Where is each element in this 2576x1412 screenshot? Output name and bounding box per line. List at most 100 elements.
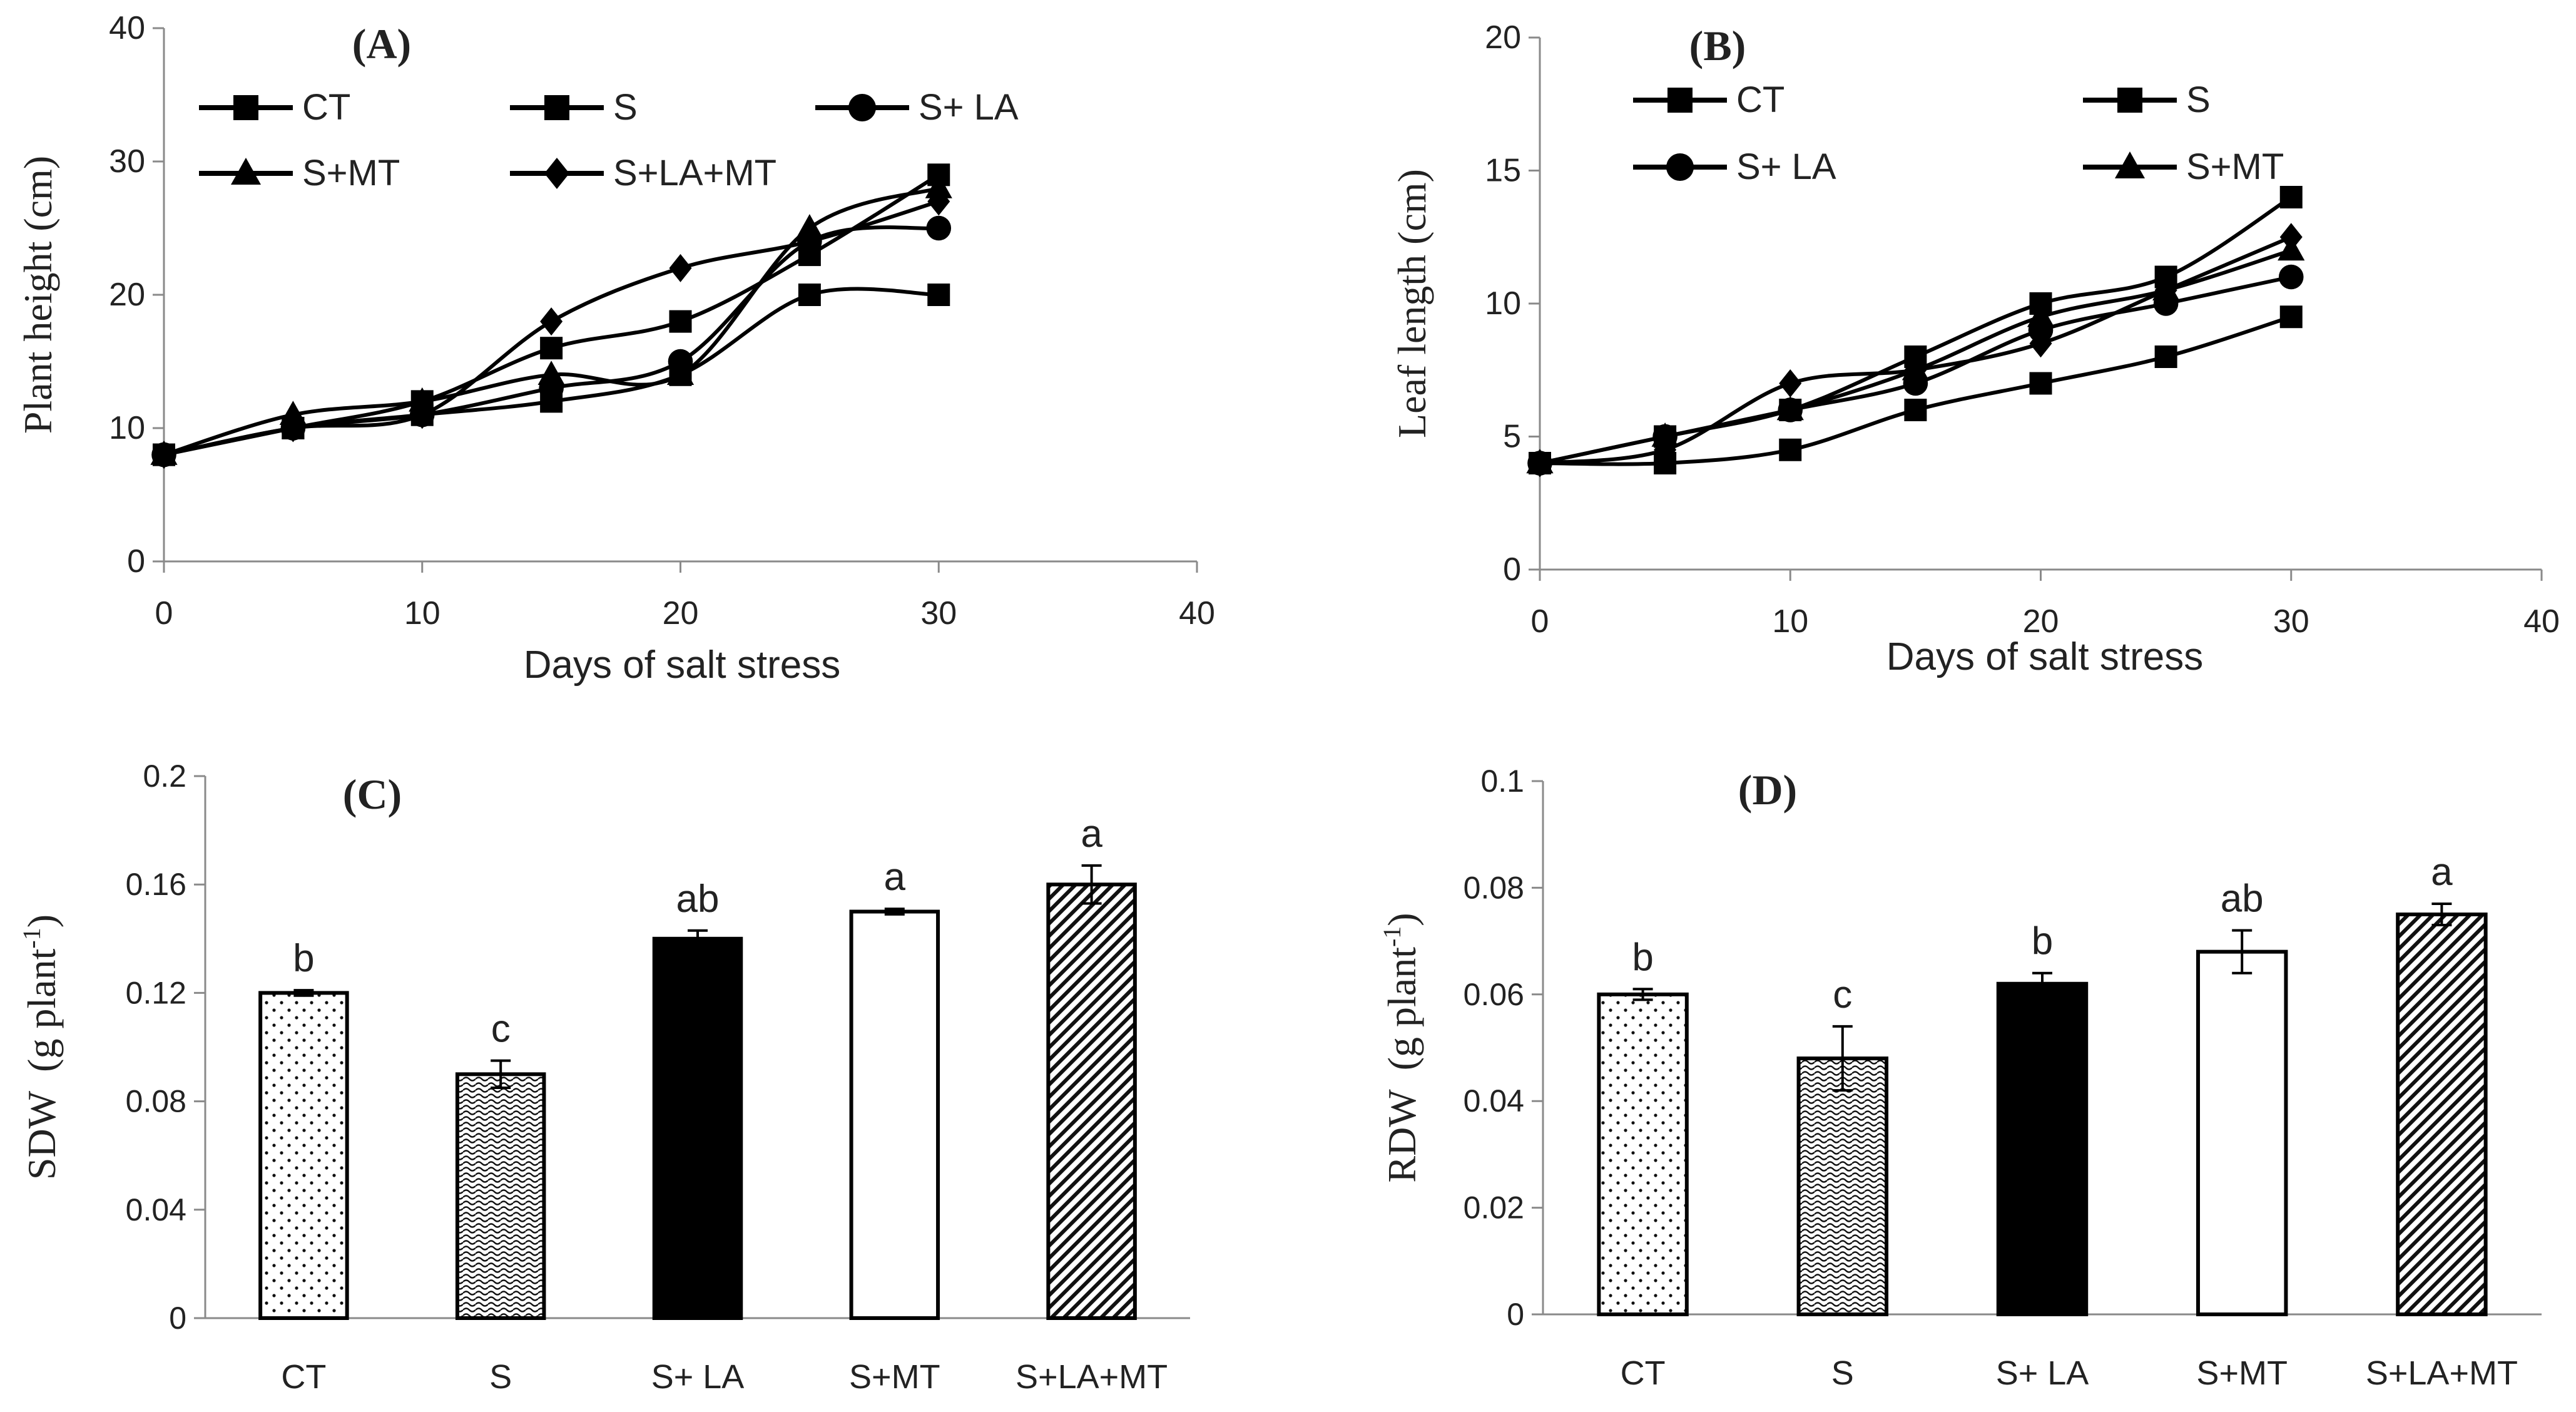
data-point <box>666 361 695 385</box>
data-point <box>153 441 175 469</box>
legend-label: S+MT <box>2186 146 2284 187</box>
bar <box>1996 981 2089 1316</box>
y-tick-label: 0.04 <box>126 1192 186 1227</box>
data-point <box>1779 369 1802 397</box>
x-tick-label: 40 <box>1179 595 1215 632</box>
y-tick-label: 0.04 <box>1464 1083 1524 1118</box>
y-tick-label: 0 <box>1507 1297 1524 1332</box>
x-tick-label: 0 <box>1531 603 1549 640</box>
y-tick-label: 0 <box>169 1301 186 1336</box>
y-axis-title: Leaf length (cm) <box>1390 169 1434 438</box>
legend-entry: S <box>2083 79 2211 120</box>
data-point <box>410 401 434 429</box>
y-axis-title-close: ) <box>1380 913 1424 926</box>
bar <box>849 909 940 1320</box>
y-axis-title-unit: (g plant <box>1380 947 1424 1071</box>
data-point <box>927 284 950 306</box>
data-point <box>1904 399 1927 421</box>
y-tick-label: 20 <box>109 277 145 313</box>
legend-entry: S+MT <box>2083 146 2284 187</box>
significance-letter: ab <box>676 877 720 921</box>
bar <box>2196 949 2288 1316</box>
y-axis-title: RDW (g plant-1) <box>1378 913 1424 1182</box>
x-tick-label: S <box>489 1358 512 1396</box>
bar <box>258 991 349 1320</box>
y-tick-label: 0 <box>1503 551 1521 588</box>
y-tick-label: 0.2 <box>143 759 186 794</box>
chart-panel-a: 0 10 20 30 40 0 10 20 30 40 Days of salt stress Pla… <box>16 10 1215 687</box>
data-point <box>409 387 436 412</box>
y-axis-title-main: SDW <box>19 1090 64 1180</box>
panel-label: (A) <box>352 20 411 68</box>
x-tick-label: 20 <box>663 595 699 632</box>
significance-letter: a <box>884 856 906 899</box>
chart-panel-d: 0 0.02 0.04 0.06 0.08 0.1 b CT c Sb S+ LA ab S+MT a S+… <box>1378 764 2542 1392</box>
data-point <box>2154 345 2177 368</box>
y-axis-title-sup: -1 <box>18 928 46 948</box>
legend-label: S <box>613 87 638 128</box>
panel-label: (C) <box>343 770 402 818</box>
legend-marker <box>1667 88 1693 113</box>
y-tick-label: 0.06 <box>1464 977 1524 1012</box>
y-tick-label: 10 <box>109 410 145 446</box>
data-point <box>540 337 563 360</box>
data-point <box>2278 264 2304 290</box>
data-point <box>798 227 821 256</box>
y-tick-label: 20 <box>1485 19 1521 56</box>
data-point <box>669 253 692 282</box>
bar <box>652 936 743 1321</box>
data-point <box>669 310 692 333</box>
legend-label: CT <box>1736 79 1784 120</box>
legend-entry: S+LA+MT <box>510 153 776 193</box>
significance-letter: b <box>1632 936 1653 979</box>
x-tick-label: 0 <box>155 595 173 632</box>
legend-marker <box>2115 151 2145 178</box>
bar <box>1597 992 1689 1317</box>
legend-entry: S+MT <box>199 153 400 193</box>
x-tick-label: S+LA+MT <box>2366 1354 2518 1392</box>
legend-entry: S <box>510 87 638 128</box>
chart-panel-b: 0 5 10 15 20 0 10 20 30 40 Days of salt stress Leaf… <box>1390 19 2560 678</box>
data-point <box>282 414 305 443</box>
data-point <box>2154 276 2177 305</box>
significance-letter: b <box>293 937 314 980</box>
legend-entry: S+ LA <box>1633 146 1836 187</box>
x-tick-label: CT <box>281 1358 326 1396</box>
x-tick-label: S+LA+MT <box>1016 1358 1168 1396</box>
data-point <box>2029 372 2052 395</box>
x-tick-label: 10 <box>1772 603 1808 640</box>
y-tick-label: 10 <box>1485 285 1521 322</box>
legend-entry: CT <box>199 87 350 128</box>
x-tick-label: 20 <box>2023 603 2059 640</box>
significance-letter: a <box>2431 851 2453 894</box>
legend-marker <box>231 158 261 185</box>
bar <box>455 1072 546 1321</box>
data-point <box>2029 329 2052 358</box>
x-tick-label: S+MT <box>2196 1354 2288 1392</box>
legend-label: CT <box>302 87 350 128</box>
data-point <box>925 174 952 198</box>
legend-entry: CT <box>1633 79 1784 120</box>
series-s-la-mt <box>1529 223 2303 478</box>
series-s-la-mt <box>153 187 950 469</box>
y-tick-label: 0.08 <box>126 1084 186 1119</box>
legend-label: S+MT <box>302 153 400 193</box>
legend-marker <box>848 94 876 121</box>
panel-label: (B) <box>1689 22 1746 69</box>
y-axis-title-main: RDW <box>1380 1089 1424 1183</box>
significance-letter: ab <box>2221 877 2264 921</box>
data-point <box>279 401 307 425</box>
y-tick-label: 0 <box>127 543 145 580</box>
x-tick-label: 10 <box>404 595 440 632</box>
x-axis-title: Days of salt stress <box>1886 635 2203 678</box>
x-tick-label: S+MT <box>849 1358 940 1396</box>
bar <box>1796 1056 1889 1317</box>
series-line <box>1539 195 2293 465</box>
legend-label: S+ LA <box>1736 146 1836 187</box>
y-tick-label: 0.08 <box>1464 870 1524 905</box>
significance-letter: c <box>1833 973 1852 1016</box>
legend-marker <box>2117 88 2142 113</box>
bar <box>1046 882 1137 1320</box>
chart-panel-c: 0 0.04 0.08 0.12 0.16 0.2 b CT c Sab S+ LA a S+MT a S+… <box>18 759 1190 1396</box>
